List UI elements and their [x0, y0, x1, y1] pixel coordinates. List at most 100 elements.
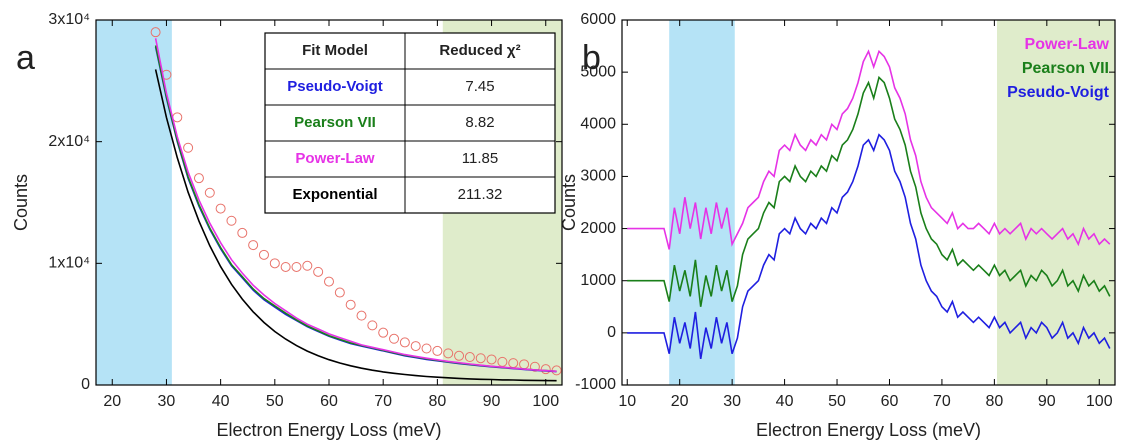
y-axis-title: Counts	[559, 174, 579, 231]
x-tick-label: 70	[374, 393, 392, 410]
data-point	[248, 240, 259, 251]
data-point	[540, 364, 551, 375]
table-chi2: 211.32	[458, 186, 503, 203]
series-line	[627, 75, 1111, 307]
data-point	[237, 227, 248, 238]
data-point	[389, 333, 400, 344]
x-tick-label: 90	[1038, 393, 1056, 410]
data-point	[454, 350, 465, 361]
y-tick-label: 0	[81, 376, 90, 393]
data-point	[529, 361, 540, 372]
data-point	[345, 299, 356, 310]
x-tick-label: 40	[212, 393, 230, 410]
y-tick-label: 5000	[580, 63, 616, 80]
data-point	[302, 260, 313, 271]
x-tick-label: 100	[1086, 393, 1113, 410]
y-tick-label: 1x10⁴	[48, 255, 90, 272]
x-axis-title: Electron Energy Loss (meV)	[756, 420, 981, 440]
data-point	[215, 203, 226, 214]
panel: 10 20 30 40 50 60 70 80 90 100 -1000 0 1000 2000 3000 4…	[559, 11, 1116, 440]
x-tick-label: 30	[158, 393, 176, 410]
data-point	[291, 261, 302, 272]
series-line	[154, 69, 557, 382]
table-frame	[264, 32, 556, 214]
y-tick-label: 1000	[580, 272, 616, 289]
y-tick-label: 2000	[580, 220, 616, 237]
x-tick-label: 50	[266, 393, 284, 410]
x-tick-label: 10	[618, 393, 636, 410]
x-tick-label: 40	[776, 393, 794, 410]
data-point	[193, 173, 204, 184]
table-model: Exponential	[292, 186, 377, 203]
plot-area	[627, 49, 1111, 360]
y-tick-label: -1000	[575, 376, 616, 393]
x-tick-label: 60	[320, 393, 338, 410]
panel-label: a	[16, 39, 35, 77]
table-chi2: 11.85	[462, 150, 498, 167]
data-point	[313, 266, 324, 277]
data-point	[497, 356, 508, 367]
table-chi2: 7.45	[465, 78, 494, 95]
legend-entry: Power-Law	[1025, 36, 1110, 53]
data-point	[334, 287, 345, 298]
data-point	[464, 352, 475, 363]
data-point	[204, 187, 215, 198]
shaded-region	[996, 20, 1115, 385]
data-point	[475, 353, 486, 364]
x-tick-label: 30	[723, 393, 741, 410]
y-tick-label: 3000	[580, 168, 616, 185]
x-tick-label: 80	[428, 393, 446, 410]
data-point	[183, 142, 194, 153]
table-model: Power-Law	[295, 150, 375, 167]
series-line	[627, 49, 1111, 250]
x-tick-label: 20	[671, 393, 689, 410]
plot-frame	[621, 19, 1116, 386]
data-point	[258, 249, 269, 260]
data-point	[443, 348, 454, 359]
data-point	[432, 345, 443, 356]
x-tick-label: 50	[828, 393, 846, 410]
panel-label: b	[582, 39, 601, 77]
data-point	[324, 276, 334, 287]
y-axis-title: Counts	[11, 174, 31, 231]
series-line	[154, 38, 557, 373]
data-point	[486, 354, 497, 365]
x-tick-label: 80	[985, 393, 1003, 410]
data-point	[378, 327, 389, 338]
table-chi2: 8.82	[465, 114, 494, 131]
data-point	[269, 258, 280, 269]
panel: 20 30 40 50 60 70 80 90 100 0 1x10⁴ 2x10⁴ 3x10⁴ Elect…	[11, 11, 563, 440]
y-tick-label: 3x10⁴	[48, 11, 90, 28]
data-point	[226, 215, 237, 226]
table-model: Pseudo-Voigt	[287, 78, 383, 95]
shaded-region	[96, 20, 172, 385]
table-header: Reduced χ²	[439, 42, 520, 59]
y-tick-label: 4000	[580, 116, 616, 133]
y-tick-label: 2x10⁴	[48, 133, 90, 150]
data-point	[150, 27, 161, 38]
x-tick-label: 70	[933, 393, 951, 410]
x-axis-title: Electron Energy Loss (meV)	[216, 420, 441, 440]
legend-entry: Pseudo-Voigt	[1007, 84, 1110, 101]
y-tick-label: 6000	[580, 11, 616, 28]
data-point	[356, 310, 367, 321]
x-tick-label: 60	[881, 393, 899, 410]
legend-entry: Pearson VII	[1022, 60, 1109, 77]
fit-table: Fit Model Reduced χ² Pseudo-Voigt 7.45 Pears…	[264, 32, 556, 214]
x-tick-label: 90	[483, 393, 501, 410]
data-point	[172, 112, 183, 123]
data-point	[410, 341, 421, 352]
data-point	[421, 343, 432, 354]
data-point	[399, 337, 410, 348]
y-tick-label: 0	[607, 324, 616, 341]
table-header: Fit Model	[302, 42, 368, 59]
x-tick-label: 20	[103, 393, 121, 410]
shaded-region	[669, 20, 735, 385]
plot-area	[150, 27, 562, 382]
x-tick-label: 100	[532, 393, 559, 410]
data-point	[280, 261, 291, 272]
data-point	[367, 320, 378, 331]
table-model: Pearson VII	[294, 114, 376, 131]
series-line	[627, 133, 1111, 360]
